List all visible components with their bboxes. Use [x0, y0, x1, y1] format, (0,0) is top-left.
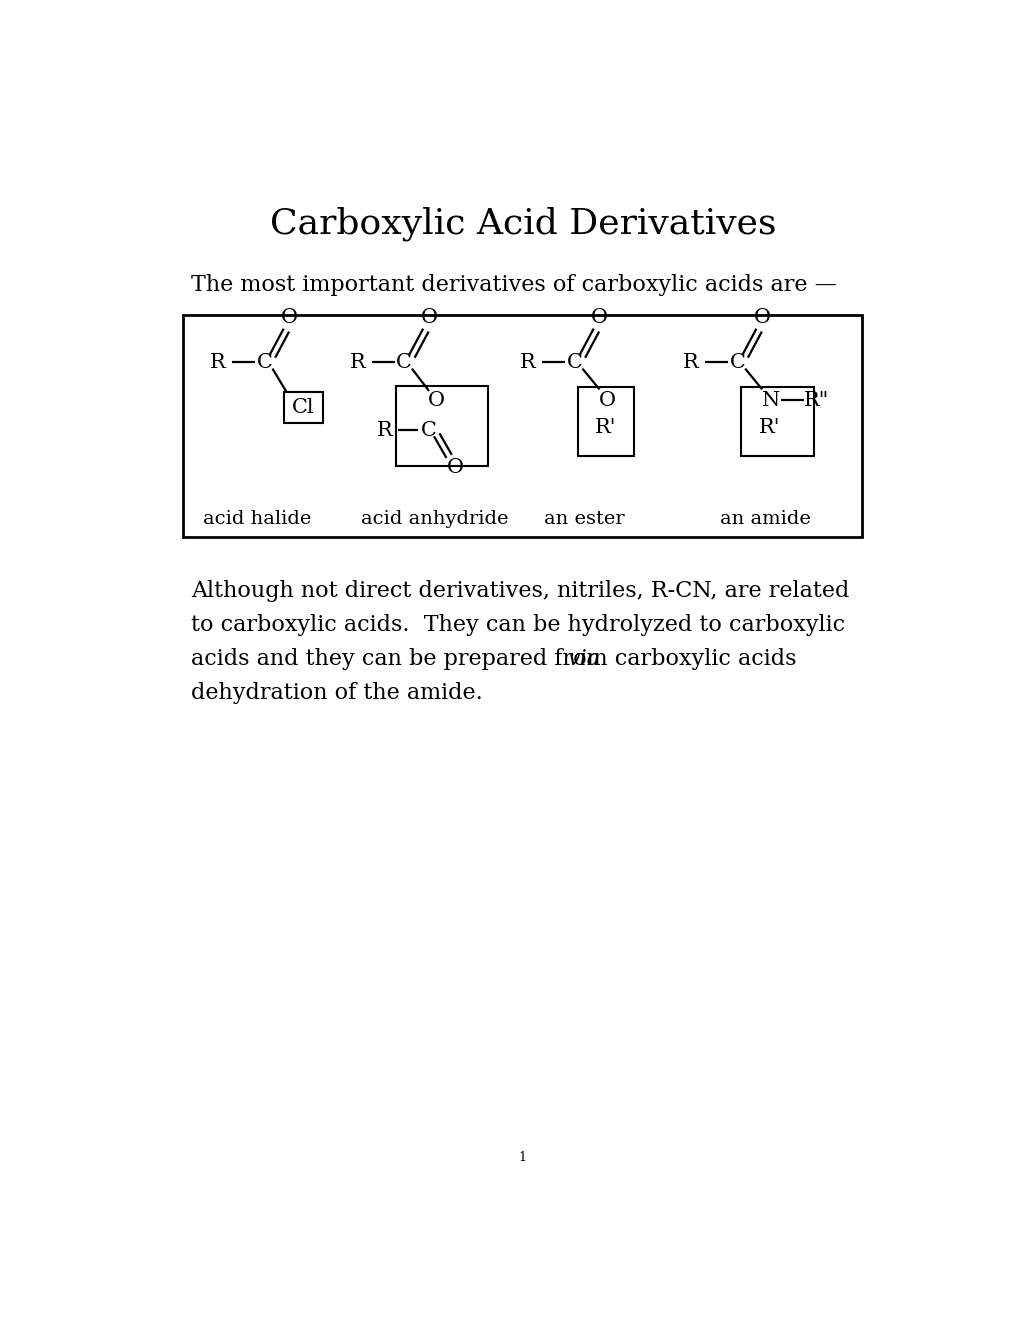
Text: R': R'	[594, 418, 615, 437]
Bar	[283, 392, 322, 422]
Bar	[396, 385, 487, 466]
Text: R: R	[520, 352, 536, 372]
Bar	[740, 387, 813, 457]
Text: Cl: Cl	[291, 397, 315, 417]
Text: to carboxylic acids.  They can be hydrolyzed to carboxylic: to carboxylic acids. They can be hydroly…	[191, 614, 845, 636]
Text: Carboxylic Acid Derivatives: Carboxylic Acid Derivatives	[269, 207, 775, 242]
Bar	[183, 315, 861, 537]
Text: acid halide: acid halide	[203, 510, 311, 528]
Text: via: via	[567, 648, 599, 671]
Text: N: N	[761, 391, 780, 409]
Text: O: O	[598, 391, 615, 409]
Text: C: C	[421, 421, 436, 440]
Text: an amide: an amide	[719, 510, 810, 528]
Text: acid anhydride: acid anhydride	[361, 510, 508, 528]
Text: R: R	[210, 352, 226, 372]
Text: O: O	[446, 458, 464, 477]
Text: R": R"	[803, 391, 828, 409]
Text: O: O	[427, 392, 444, 411]
Text: O: O	[420, 309, 437, 327]
Text: C: C	[395, 352, 412, 372]
Text: dehydration of the amide.: dehydration of the amide.	[191, 682, 482, 704]
Bar	[577, 387, 633, 457]
Text: acids and they can be prepared from carboxylic acids: acids and they can be prepared from carb…	[191, 648, 803, 671]
Text: The most important derivatives of carboxylic acids are —: The most important derivatives of carbox…	[191, 275, 837, 297]
Text: C: C	[567, 352, 582, 372]
Text: R: R	[350, 352, 365, 372]
Text: an ester: an ester	[544, 510, 625, 528]
Text: O: O	[753, 309, 770, 327]
Text: C: C	[729, 352, 745, 372]
Text: R: R	[683, 352, 698, 372]
Text: acids and they can be prepared from carboxylic acids: acids and they can be prepared from carb…	[191, 648, 803, 671]
Text: O: O	[590, 309, 607, 327]
Text: O: O	[280, 309, 298, 327]
Text: 1: 1	[519, 1151, 526, 1164]
Text: Although not direct derivatives, nitriles, R-CN, are related: Although not direct derivatives, nitrile…	[191, 581, 849, 602]
Text: R': R'	[758, 418, 780, 437]
Text: C: C	[257, 352, 272, 372]
Text: R: R	[377, 421, 392, 440]
